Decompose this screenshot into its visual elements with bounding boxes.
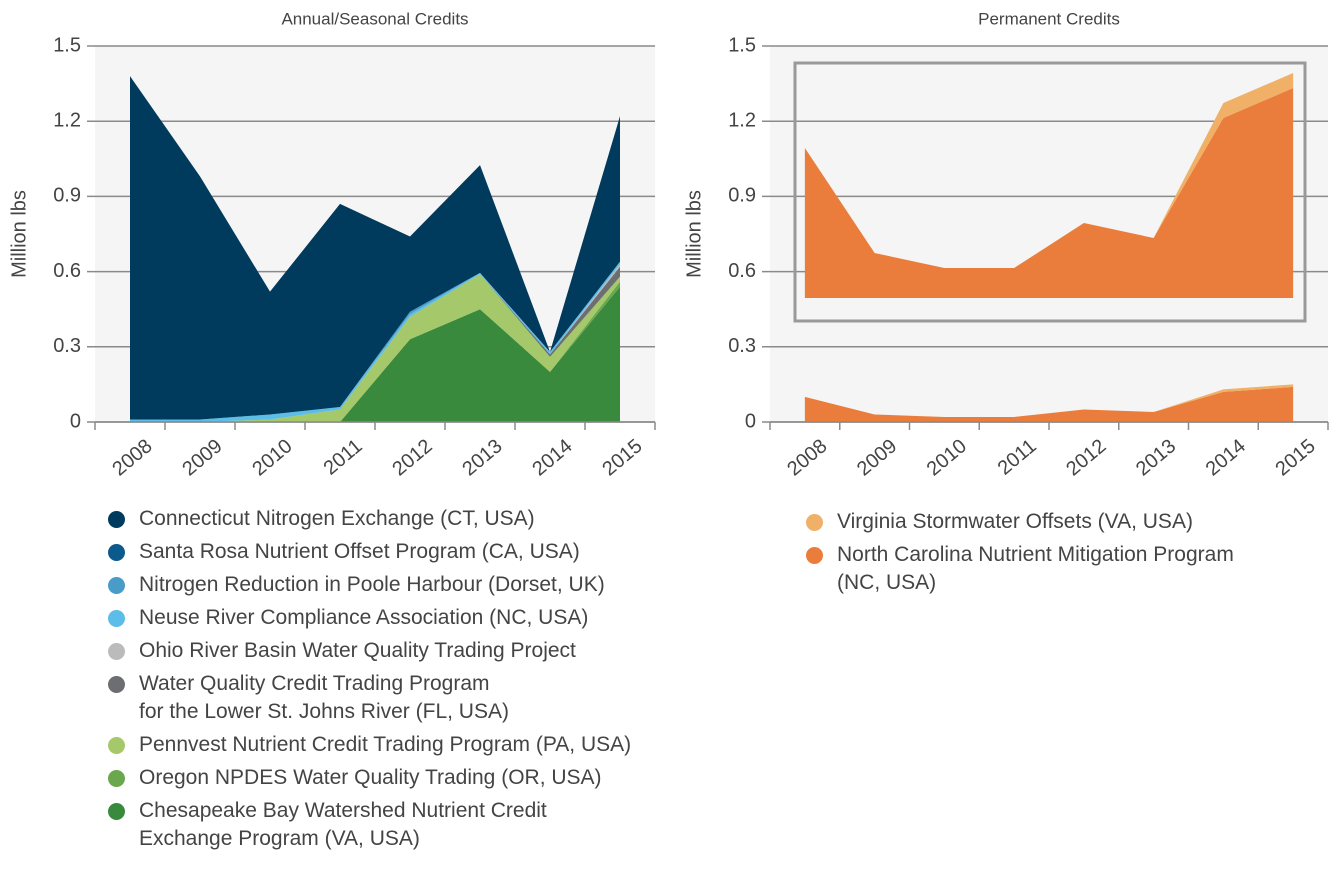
x-tick-label: 2015 <box>598 435 646 480</box>
legend-item: Connecticut Nitrogen Exchange (CT, USA) <box>108 505 631 533</box>
legend: Virginia Stormwater Offsets (VA, USA) Nor… <box>806 508 1234 602</box>
legend-label: Ohio River Basin Water Quality Trading P… <box>139 639 576 662</box>
x-tick-label: 2009 <box>853 435 901 480</box>
area <box>804 386 1294 422</box>
x-tick-label: 2012 <box>388 435 436 480</box>
area <box>130 76 620 420</box>
y-axis-label: Million lbs <box>683 190 705 278</box>
legend-swatch <box>108 676 125 693</box>
x-tick-label: 2011 <box>320 435 367 480</box>
y-tick-label: 0.6 <box>728 260 756 282</box>
area <box>130 286 620 422</box>
legend-item: Santa Rosa Nutrient Offset Program (CA, … <box>108 538 631 566</box>
inset-frame <box>793 61 1307 323</box>
inset-area <box>804 88 1294 298</box>
chart-title: Annual/Seasonal Credits <box>281 9 468 28</box>
y-tick-label: 0.9 <box>53 185 81 207</box>
legend-label: Chesapeake Bay Watershed Nutrient Credit… <box>139 799 547 850</box>
chart-title: Permanent Credits <box>978 9 1120 28</box>
legend-label: Oregon NPDES Water Quality Trading (OR, … <box>139 766 602 789</box>
legend-label: North Carolina Nutrient Mitigation Progr… <box>837 543 1234 594</box>
legend-item: Oregon NPDES Water Quality Trading (OR, … <box>108 764 631 792</box>
legend-swatch <box>108 577 125 594</box>
y-axis-label: Million lbs <box>8 190 30 278</box>
legend-swatch <box>108 803 125 820</box>
legend-swatch <box>108 511 125 528</box>
y-tick-label: 0.3 <box>728 335 756 357</box>
legend-swatch <box>806 514 823 531</box>
x-tick-label: 2013 <box>458 435 506 480</box>
y-tick-label: 0 <box>745 410 756 432</box>
x-tick-label: 2015 <box>1272 435 1320 480</box>
y-tick-label: 0.3 <box>53 335 81 357</box>
x-tick-label: 2008 <box>783 435 831 480</box>
x-tick-label: 2010 <box>248 435 296 480</box>
x-tick-label: 2014 <box>528 435 576 480</box>
legend-swatch <box>806 547 823 564</box>
area <box>130 274 620 422</box>
x-tick-label: 2013 <box>1132 435 1180 480</box>
legend-item: Virginia Stormwater Offsets (VA, USA) <box>806 508 1234 536</box>
y-tick-label: 1.5 <box>53 34 81 56</box>
y-tick-label: 0.9 <box>728 185 756 207</box>
legend-label: Virginia Stormwater Offsets (VA, USA) <box>837 510 1193 533</box>
y-tick-label: 0.6 <box>53 260 81 282</box>
legend-item: Chesapeake Bay Watershed Nutrient Credit… <box>108 797 631 853</box>
legend-label: Water Quality Credit Trading Program for… <box>139 672 509 723</box>
x-tick-label: 2010 <box>923 435 971 480</box>
legend-item: Nitrogen Reduction in Poole Harbour (Dor… <box>108 571 631 599</box>
x-tick-label: 2012 <box>1062 435 1110 480</box>
y-tick-label: 0 <box>70 410 81 432</box>
legend-swatch <box>108 643 125 660</box>
legend-swatch <box>108 770 125 787</box>
legend-label: Pennvest Nutrient Credit Trading Program… <box>139 733 632 756</box>
legend: Connecticut Nitrogen Exchange (CT, USA) S… <box>108 505 631 858</box>
legend-swatch <box>108 737 125 754</box>
x-tick-label: 2008 <box>108 435 156 480</box>
legend-swatch <box>108 544 125 561</box>
x-tick-label: 2014 <box>1202 435 1250 480</box>
y-tick-label: 1.2 <box>728 109 756 131</box>
legend-label: Connecticut Nitrogen Exchange (CT, USA) <box>139 507 535 530</box>
legend-swatch <box>108 610 125 627</box>
legend-label: Neuse River Compliance Association (NC, … <box>139 606 589 629</box>
legend-label: Nitrogen Reduction in Poole Harbour (Dor… <box>139 573 605 596</box>
legend-item: Ohio River Basin Water Quality Trading P… <box>108 637 631 665</box>
x-tick-label: 2009 <box>178 435 226 480</box>
x-tick-label: 2011 <box>994 435 1041 480</box>
y-tick-label: 1.2 <box>53 109 81 131</box>
legend-item: Pennvest Nutrient Credit Trading Program… <box>108 731 631 759</box>
legend-item: North Carolina Nutrient Mitigation Progr… <box>806 541 1234 597</box>
legend-item: Water Quality Credit Trading Program for… <box>108 670 631 726</box>
legend-item: Neuse River Compliance Association (NC, … <box>108 604 631 632</box>
y-tick-label: 1.5 <box>728 34 756 56</box>
legend-label: Santa Rosa Nutrient Offset Program (CA, … <box>139 540 580 563</box>
